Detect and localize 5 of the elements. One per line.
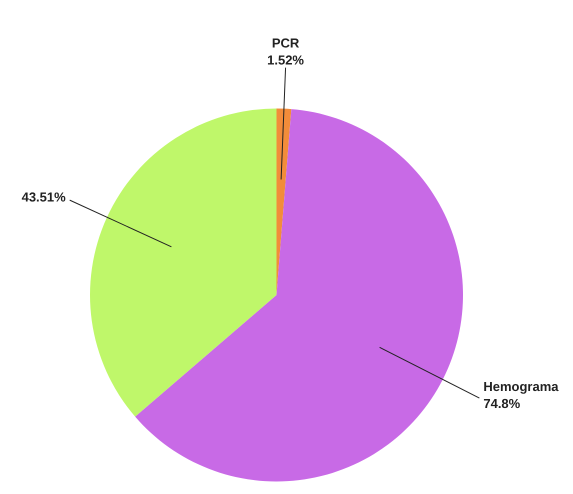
slice-label: Hemograma bbox=[483, 379, 560, 394]
data-label: 1.52% bbox=[267, 52, 304, 68]
slice-label: PCR bbox=[272, 36, 300, 51]
data-label: 43.51% bbox=[22, 190, 66, 205]
data-label: 74.8% bbox=[483, 396, 521, 412]
